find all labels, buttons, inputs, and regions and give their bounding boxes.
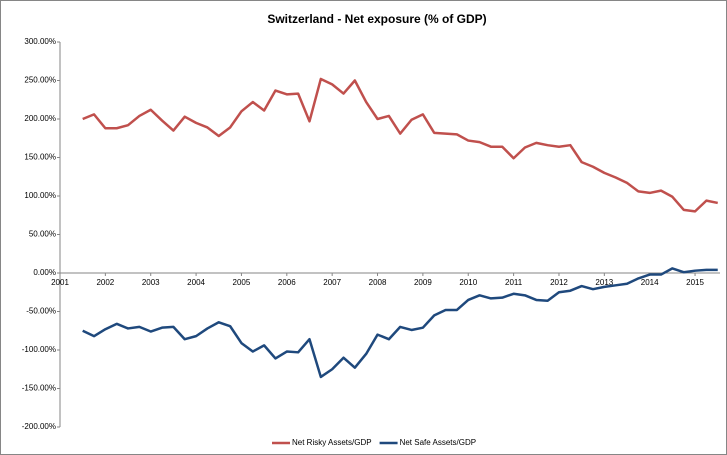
x-tick-label: 2002	[96, 278, 114, 287]
x-tick-label: 2015	[686, 278, 704, 287]
x-tick-label: 2007	[323, 278, 341, 287]
y-tick-label: -100.00%	[22, 345, 56, 354]
y-tick-label: 100.00%	[24, 191, 56, 200]
x-tick-label: 2001	[51, 278, 69, 287]
y-tick-label: 300.00%	[24, 37, 56, 46]
y-tick-label: 150.00%	[24, 153, 56, 162]
y-tick-label: 0.00%	[33, 268, 56, 277]
y-tick-label: 50.00%	[29, 230, 56, 239]
x-tick-label: 2003	[142, 278, 160, 287]
legend-label: Net Risky Assets/GDP	[292, 438, 372, 447]
chart-title: Switzerland - Net exposure (% of GDP)	[267, 12, 486, 26]
x-tick-label: 2004	[187, 278, 205, 287]
x-tick-label: 2008	[369, 278, 387, 287]
x-tick-label: 2014	[641, 278, 659, 287]
y-tick-label: -200.00%	[22, 422, 56, 431]
data-line	[82, 267, 718, 379]
x-tick-label: 2012	[550, 278, 568, 287]
y-tick-label: 200.00%	[24, 114, 56, 123]
x-tick-label: 2011	[505, 278, 523, 287]
legend-label: Net Safe Assets/GDP	[400, 438, 476, 447]
x-tick-label: 2010	[459, 278, 477, 287]
x-tick-label: 2013	[595, 278, 613, 287]
y-tick-label: -50.00%	[26, 307, 56, 316]
y-tick-label: 250.00%	[24, 76, 56, 85]
data-line	[82, 77, 718, 213]
y-tick-label: -150.00%	[22, 384, 56, 393]
x-tick-label: 2009	[414, 278, 432, 287]
x-tick-label: 2006	[278, 278, 296, 287]
x-tick-label: 2005	[233, 278, 251, 287]
